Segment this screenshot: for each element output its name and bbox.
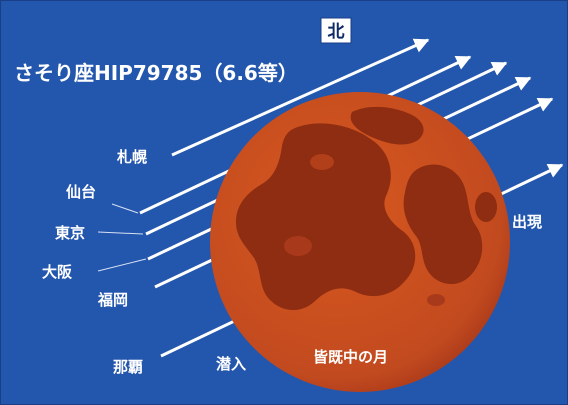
reappear-label: 出現	[512, 213, 542, 231]
north-marker: 北	[320, 17, 352, 44]
city-label-naha: 那覇	[113, 358, 143, 376]
moon-maria-north	[350, 106, 424, 145]
eclipsed-moon	[210, 92, 510, 392]
diagram-title: さそり座HIP79785（6.6等）	[14, 61, 298, 85]
city-label-osaka: 大阪	[42, 263, 73, 281]
leader-lines	[97, 203, 147, 272]
moon-crater-1	[310, 154, 334, 170]
moon-label: 皆既中の月	[313, 348, 388, 366]
path-sapporo	[171, 38, 430, 157]
moon-crater-3	[427, 294, 445, 306]
moon-maria-east	[403, 164, 483, 285]
moon-maria-large	[236, 123, 416, 311]
city-label-sendai: 仙台	[66, 183, 96, 201]
north-label: 北	[328, 22, 345, 42]
north-box	[320, 17, 352, 44]
city-label-fukuoka: 福岡	[97, 291, 128, 309]
moon-maria-crisium	[475, 192, 497, 222]
disappear-label: 潜入	[216, 355, 246, 373]
city-label-tokyo: 東京	[55, 224, 85, 242]
moon-crater-2	[284, 236, 312, 256]
city-label-sapporo: 札幌	[116, 148, 147, 166]
